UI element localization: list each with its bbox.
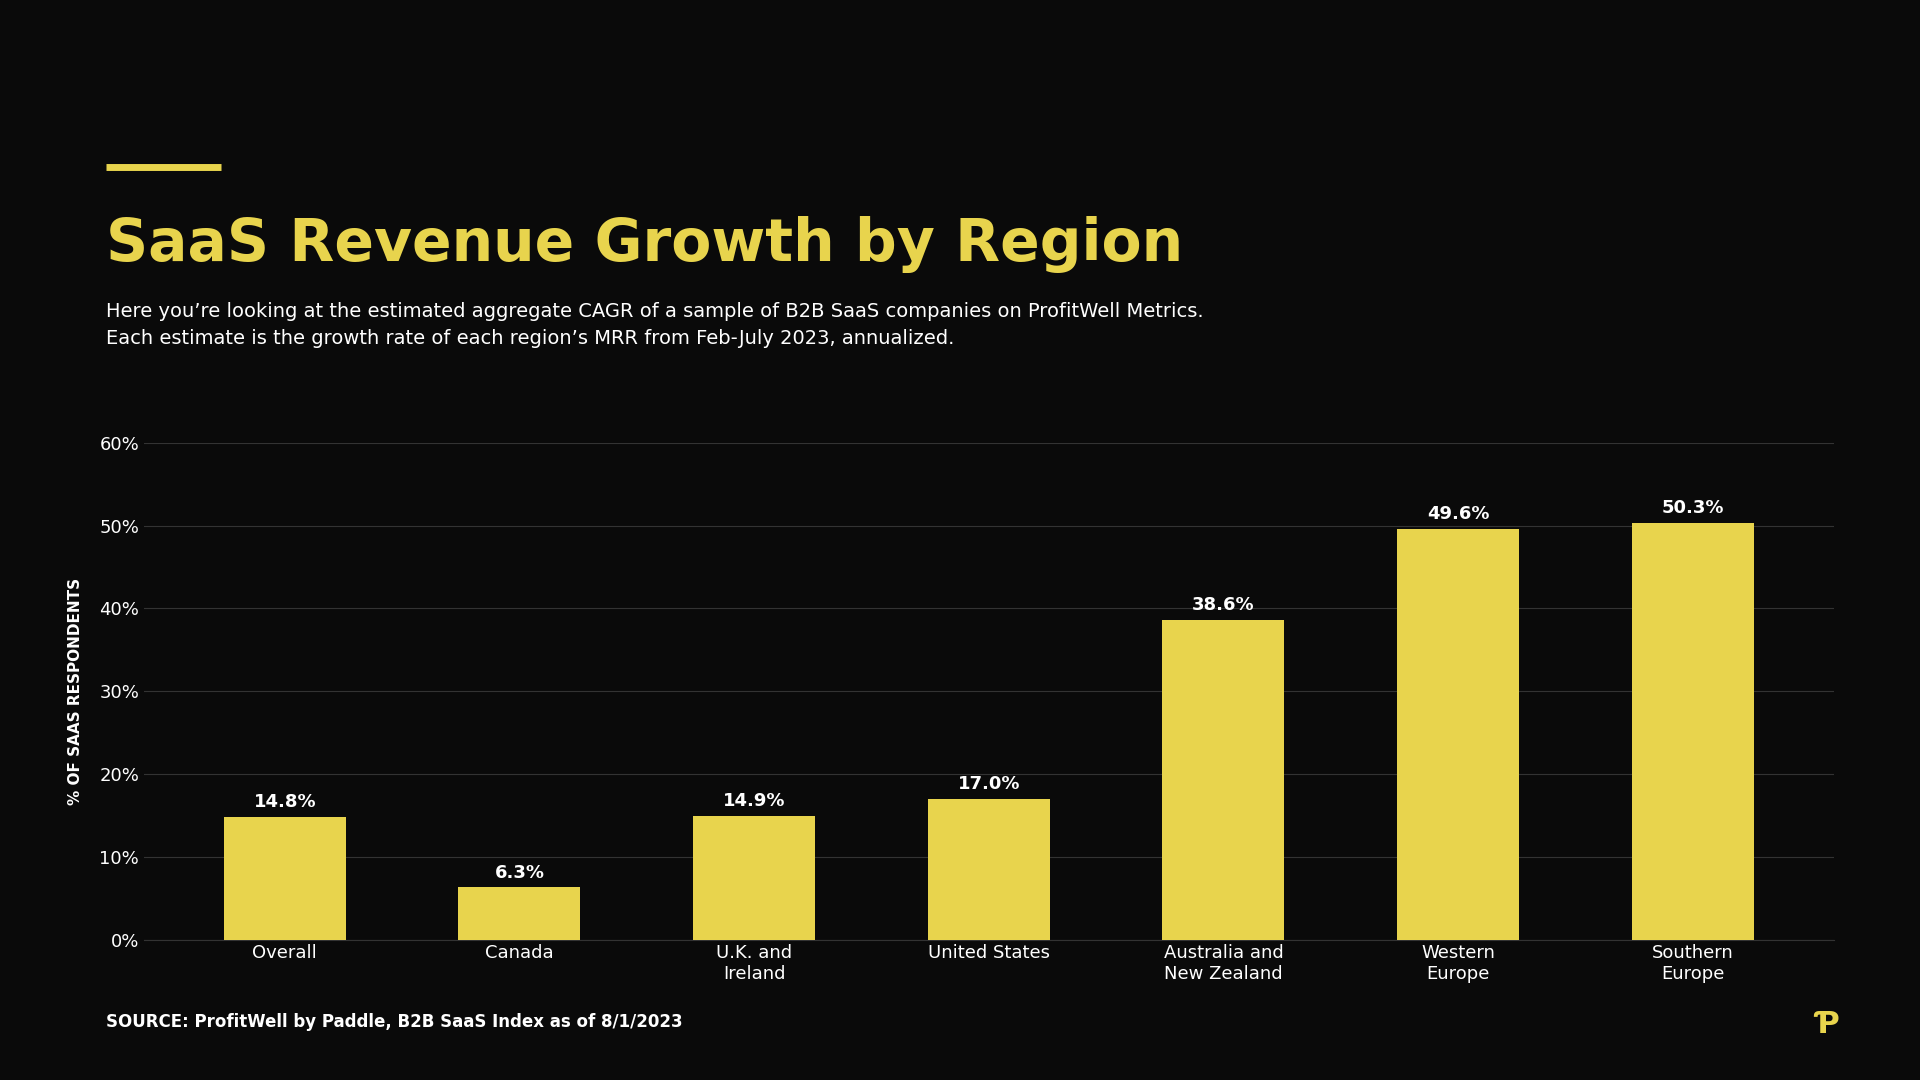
Text: SaaS Revenue Growth by Region: SaaS Revenue Growth by Region [106,216,1183,273]
Bar [927,799,1050,940]
Text: 49.6%: 49.6% [1427,505,1490,523]
Bar [1398,529,1519,940]
Bar [459,888,580,940]
Text: 38.6%: 38.6% [1192,596,1256,615]
Text: 14.9%: 14.9% [724,793,785,810]
Text: SOURCE: ProfitWell by Paddle, B2B SaaS Index as of 8/1/2023: SOURCE: ProfitWell by Paddle, B2B SaaS I… [106,1013,682,1031]
Bar [693,816,816,940]
Bar [1632,523,1753,940]
Text: 14.8%: 14.8% [253,793,317,811]
Text: 50.3%: 50.3% [1661,499,1724,517]
Text: 6.3%: 6.3% [495,864,545,881]
Text: 17.0%: 17.0% [958,775,1020,793]
Bar [1162,620,1284,940]
Y-axis label: % OF SAAS RESPONDENTS: % OF SAAS RESPONDENTS [67,578,83,805]
Text: Here you’re looking at the estimated aggregate CAGR of a sample of B2B SaaS comp: Here you’re looking at the estimated agg… [106,302,1204,348]
Bar [225,818,346,940]
Text: Ƥ: Ƥ [1816,1010,1839,1039]
